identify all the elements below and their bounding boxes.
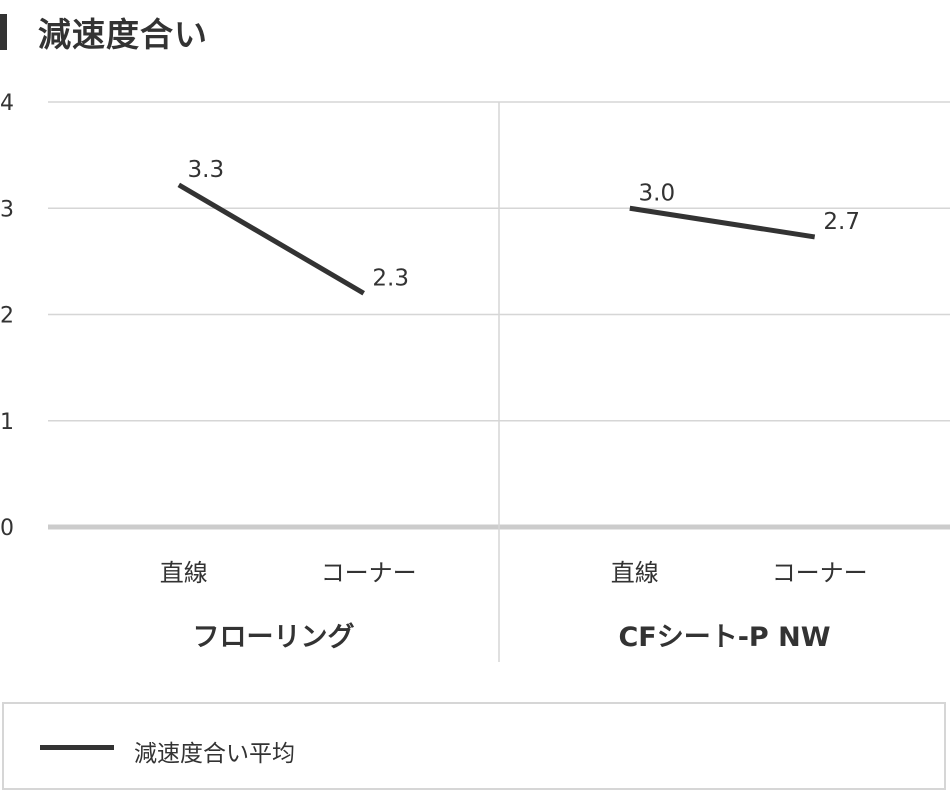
y-tick-label-4: 4 (0, 91, 14, 116)
y-tick-label-3: 3 (0, 197, 14, 222)
y-tick-label-0: 0 (0, 516, 14, 541)
legend: 減速度合い平均 (2, 702, 946, 790)
y-tick-label-1: 1 (0, 410, 14, 435)
data-label-2-2: 2.7 (823, 209, 860, 235)
series-line-group-2 (629, 205, 816, 240)
legend-label: 減速度合い平均 (134, 741, 295, 767)
x-category-label: コーナー (321, 559, 417, 587)
data-label-1-1: 3.3 (188, 157, 225, 183)
legend-swatch-line (40, 745, 114, 750)
y-tick-label-2: 2 (0, 304, 14, 329)
group-label-2: CFシート-P NW (618, 622, 830, 653)
x-category-label: 直線 (160, 559, 208, 587)
x-category-label: 直線 (611, 559, 659, 587)
title-accent-bar (0, 14, 7, 50)
data-label-2-1: 3.0 (639, 180, 676, 206)
group-label-1: フローリング (193, 621, 355, 653)
series-line-group-1 (177, 182, 365, 296)
data-label-1-2: 2.3 (372, 265, 409, 291)
x-category-label: コーナー (772, 559, 868, 587)
chart-title: 減速度合い (38, 15, 208, 54)
